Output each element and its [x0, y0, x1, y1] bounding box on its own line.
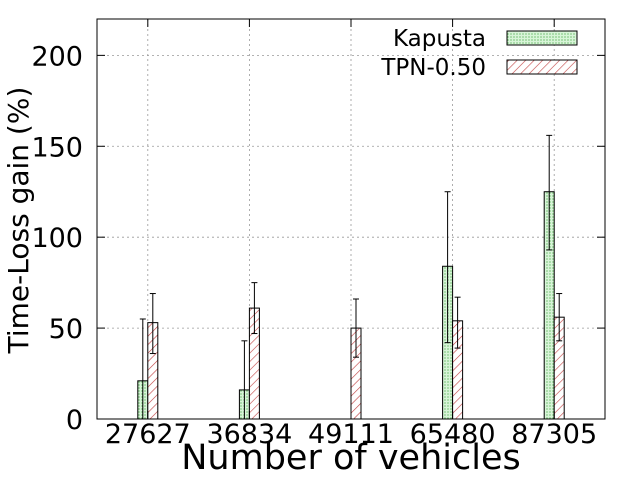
legend: Kapusta TPN-0.50 — [380, 26, 578, 81]
x-tick-label: 49111 — [308, 419, 394, 450]
y-tick-label: 0 — [66, 405, 83, 436]
x-axis-title: Number of vehicles — [181, 438, 520, 478]
x-tick-label: 36834 — [206, 419, 292, 450]
y-tick-label: 100 — [31, 223, 83, 254]
tick-labels: 0 50 100 150 200 27627 36834 49111 65480 87305 — [31, 19, 605, 450]
bars — [137, 134, 565, 420]
x-tick-label: 87305 — [511, 419, 597, 450]
y-tick-label: 200 — [31, 41, 83, 72]
y-tick-label: 50 — [49, 314, 83, 345]
y-tick-label: 150 — [31, 132, 83, 163]
legend-swatch — [506, 30, 578, 46]
x-tick-label: 27627 — [105, 419, 191, 450]
y-axis-title: Time-Loss gain (%) — [2, 87, 35, 355]
legend-label: TPN-0.50 — [380, 55, 486, 81]
x-tick-label: 65480 — [410, 419, 496, 450]
legend-swatch — [506, 59, 578, 75]
legend-label: Kapusta — [393, 26, 486, 52]
